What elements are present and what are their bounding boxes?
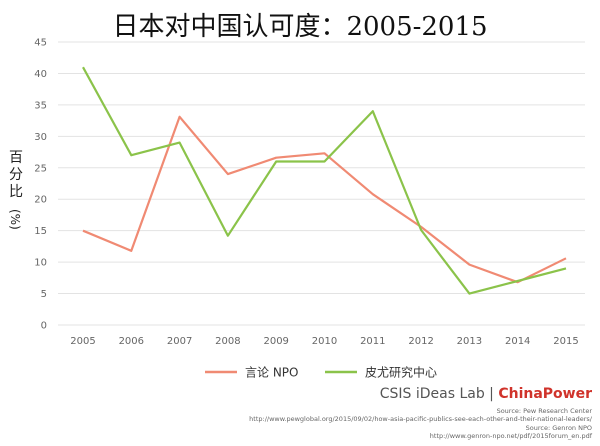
y-tick-label: 25 xyxy=(34,163,47,174)
x-tick-label: 2005 xyxy=(70,336,95,347)
x-tick-label: 2007 xyxy=(167,336,192,347)
series-line-2 xyxy=(82,66,567,295)
series-line-1 xyxy=(82,115,567,284)
source-url-2: http://www.genron-npo.net/pdf/2015forum_… xyxy=(429,432,592,440)
x-tick-label: 2014 xyxy=(505,336,530,347)
y-tick-label: 10 xyxy=(34,258,47,269)
y-tick-label: 0 xyxy=(41,321,47,332)
y-tick-labels: 0 5 10 15 20 25 30 35 40 45 xyxy=(34,38,47,332)
x-tick-label: 2008 xyxy=(215,336,240,347)
y-tick-label: 35 xyxy=(34,100,47,111)
y-tick-label: 30 xyxy=(34,132,47,143)
legend-label-1: 言论 NPO xyxy=(245,366,298,380)
brand-right: ChinaPower xyxy=(498,386,592,402)
x-tick-label: 2010 xyxy=(312,336,337,347)
y-axis-label: 百分比 (%) xyxy=(6,150,26,230)
x-tick-label: 2012 xyxy=(408,336,433,347)
legend: 言论 NPO 皮尤研究中心 xyxy=(205,365,437,380)
brand-left: CSIS iDeas Lab xyxy=(379,386,485,402)
x-tick-labels: 2005 2006 2007 2008 2009 2010 2011 2012 2013 2014… xyxy=(70,336,578,347)
brand-logo: CSIS iDeas Lab | ChinaPower xyxy=(380,386,592,402)
series-lines xyxy=(82,66,567,295)
y-tick-label: 15 xyxy=(34,226,47,237)
x-tick-label: 2015 xyxy=(553,336,578,347)
source-label-2: Source: Genron NPO xyxy=(525,424,592,432)
y-tick-label: 45 xyxy=(34,38,47,49)
x-tick-label: 2006 xyxy=(119,336,144,347)
y-tick-label: 20 xyxy=(34,195,47,206)
source-url-1: http://www.pewglobal.org/2015/09/02/how-… xyxy=(249,415,592,423)
x-tick-label: 2013 xyxy=(457,336,482,347)
y-tick-label: 40 xyxy=(34,69,47,80)
x-tick-label: 2011 xyxy=(360,336,385,347)
x-tick-label: 2009 xyxy=(263,336,288,347)
y-axis-label-unit: (%) xyxy=(8,209,22,230)
brand-separator: | xyxy=(484,386,499,402)
y-axis-label-text: 百分比 xyxy=(9,150,23,200)
chart-title: 日本对中国认可度：2005-2015 xyxy=(112,12,488,42)
source-label-1: Source: Pew Research Center xyxy=(496,407,592,415)
grid-lines xyxy=(58,41,585,326)
y-tick-label: 5 xyxy=(41,289,47,300)
legend-label-2: 皮尤研究中心 xyxy=(365,365,437,380)
